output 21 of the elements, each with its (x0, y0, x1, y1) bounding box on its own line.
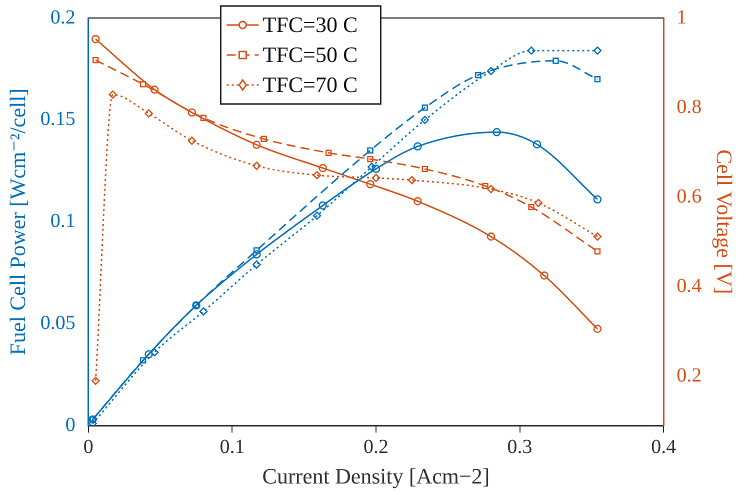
x-tick-label: 0.2 (364, 436, 388, 458)
legend-label: TFC=70 C (262, 72, 358, 97)
x-axis-title: Current Density [Acm−2] (262, 464, 490, 489)
legend-label: TFC=30 C (262, 12, 358, 37)
x-tick-label: 0.3 (507, 436, 532, 458)
x-tick-label: 0.1 (220, 436, 245, 458)
y-tick-label: 0.2 (50, 6, 76, 28)
y2-tick-label: 0.8 (676, 96, 702, 118)
y-tick-label: 0 (65, 414, 76, 436)
y2-tick-label: 0.4 (676, 274, 702, 297)
y-tick-label: 0.1 (50, 210, 76, 232)
x-tick-label: 0 (83, 436, 94, 458)
y-tick-label: 0.15 (40, 108, 76, 130)
x-tick-label: 0.4 (651, 436, 676, 458)
y2-tick-label: 0.2 (676, 364, 702, 387)
y-axis-title: Fuel Cell Power [Wcm⁻²/cell] (4, 88, 30, 356)
y2-tick-label: 1 (676, 6, 687, 28)
legend-label: TFC=50 C (262, 42, 358, 67)
y-tick-label: 0.05 (40, 312, 76, 334)
y2-axis-title: Cell Voltage [V] (712, 149, 738, 294)
y2-tick-label: 0.6 (676, 185, 702, 208)
